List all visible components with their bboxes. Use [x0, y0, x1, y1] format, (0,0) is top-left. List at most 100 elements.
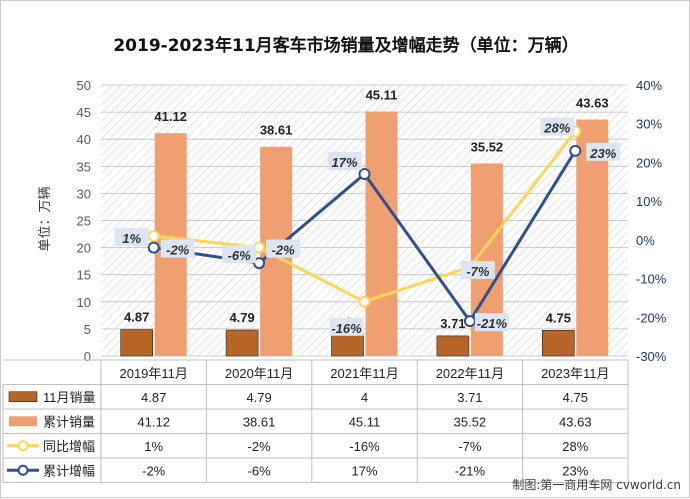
table-cell: -6%: [248, 463, 272, 478]
right-y-axis: -30% -20% -10% 0% 10% 20% 30% 40%: [636, 78, 667, 364]
data-label-monthly-sales: 4.79: [229, 310, 254, 325]
watermark: 制图:第一商用车网 cvworld.cn: [512, 478, 681, 492]
table-cell: 23%: [562, 463, 588, 478]
table-header-cell: 2023年11月: [541, 366, 609, 381]
table-cell: -21%: [455, 463, 486, 478]
data-label-cumulative-growth: -21%: [477, 316, 508, 331]
left-axis-tick-label: 5: [84, 322, 91, 337]
bar-monthly-sales: [436, 335, 470, 357]
bar-monthly-sales: [120, 329, 153, 357]
table-cell: 4: [361, 390, 368, 405]
data-label-box: [327, 152, 362, 171]
marker-cumulative-growth: [358, 168, 371, 181]
legend-key: [8, 391, 38, 403]
table-cell: -7%: [458, 439, 482, 454]
right-axis-tick-label: -30%: [636, 349, 667, 364]
table-cell: 4.87: [141, 390, 166, 405]
data-label-box: [160, 239, 195, 258]
table-header-cell: 2020年11月: [225, 366, 293, 381]
data-label-box: [540, 117, 575, 136]
left-axis-tick-label: 20: [77, 241, 91, 256]
data-label-box: [329, 317, 364, 336]
data-label-yoy-growth: -2%: [272, 243, 296, 258]
legend-label: 累计增幅: [43, 463, 95, 478]
legend-label: 同比增幅: [43, 439, 95, 454]
data-label-cumulative-sales: 35.52: [471, 139, 504, 154]
data-label-yoy-growth: -16%: [331, 321, 362, 336]
data-label-monthly-sales: 4.87: [124, 310, 149, 325]
marker-cumulative-growth: [569, 144, 582, 157]
data-label-cumulative-growth: -6%: [228, 248, 252, 263]
right-axis-tick-label: -10%: [636, 272, 667, 287]
marker-yoy-growth: [147, 229, 160, 242]
left-axis-tick-label: 35: [77, 159, 91, 174]
data-label-cumulative-sales: 38.61: [260, 123, 293, 138]
left-axis-tick-label: 0: [84, 349, 91, 364]
data-label-cumulative-sales: 41.12: [154, 109, 187, 124]
data-label-box: [474, 313, 509, 332]
data-label-box: [222, 245, 257, 264]
marker-yoy-growth: [358, 295, 371, 308]
legend-key-marker: [17, 440, 29, 452]
table-cell: 17%: [351, 463, 377, 478]
data-label-cumulative-growth: 17%: [331, 155, 357, 170]
left-axis-tick-label: 30: [77, 186, 91, 201]
right-axis-tick-label: -20%: [636, 310, 667, 325]
plot-area: [101, 84, 628, 357]
data-label-box: [266, 239, 301, 258]
y-axis-title: 单位：万辆: [38, 186, 53, 251]
legend-label: 累计销量: [43, 414, 95, 429]
left-axis-tick-label: 15: [77, 268, 91, 283]
table-cell: 28%: [562, 439, 588, 454]
data-label-box: [114, 227, 149, 246]
table-header-cell: 2019年11月: [119, 366, 187, 381]
data-label-box: [586, 142, 621, 161]
bar-monthly-sales: [331, 334, 364, 357]
data-label-cumulative-growth: -2%: [166, 243, 190, 258]
right-axis-tick-label: 40%: [636, 78, 662, 93]
legend-key: [9, 416, 37, 427]
table-header-cell: 2022年11月: [436, 366, 504, 381]
bar-monthly-sales: [225, 329, 259, 357]
table-cell: 45.11: [349, 414, 381, 429]
table-cell: 4.79: [246, 390, 271, 405]
right-axis-tick-label: 30%: [636, 117, 662, 132]
data-label-cumulative-sales: 45.11: [366, 88, 398, 103]
data-label-cumulative-growth: 23%: [589, 146, 616, 161]
table-cell: 38.61: [243, 414, 276, 429]
legend-label: 11月销量: [43, 390, 96, 405]
data-label-box: [460, 260, 495, 279]
left-axis-tick-label: 25: [77, 214, 91, 229]
right-axis-tick-label: 10%: [636, 194, 662, 209]
table-cell: 41.12: [137, 414, 170, 429]
bar-monthly-sales: [541, 329, 575, 357]
right-axis-tick-label: 0%: [636, 233, 655, 248]
marker-cumulative-growth: [147, 241, 160, 254]
data-label-cumulative-sales: 43.63: [576, 96, 609, 111]
chart-title: 2019-2023年11月客车市场销量及增幅走势（单位：万辆）: [113, 35, 578, 56]
table-cell: -2%: [142, 463, 166, 478]
data-label-yoy-growth: 28%: [543, 120, 570, 135]
table-cell: -2%: [248, 439, 272, 454]
left-axis-tick-label: 45: [77, 105, 91, 120]
left-y-axis: 0 5 10 15 20 25 30 35 40 45 50: [77, 78, 91, 364]
data-label-yoy-growth: -7%: [466, 264, 490, 279]
data-label-yoy-growth: 1%: [122, 231, 141, 246]
data-table: 2019年11月 2020年11月 2021年11月 2022年11月 2023年11月…: [2, 359, 629, 483]
table-cell: -16%: [349, 439, 380, 454]
table-header-cell: 2021年11月: [330, 366, 398, 381]
left-axis-tick-label: 10: [77, 295, 91, 310]
bar-cumulative-sales: [365, 111, 398, 356]
marker-cumulative-growth: [253, 257, 266, 270]
legend-key-marker: [17, 464, 29, 476]
marker-cumulative-growth: [463, 315, 476, 328]
table-cell: 1%: [144, 439, 163, 454]
data-labels-group: 4.8741.124.7938.61445.113.7135.524.7543.…: [114, 88, 621, 336]
table-cell: 35.52: [454, 414, 487, 429]
left-axis-tick-label: 50: [77, 78, 91, 93]
table-cell: 3.71: [457, 390, 482, 405]
table-cell: 4.75: [563, 390, 588, 405]
right-axis-tick-label: 20%: [636, 155, 662, 170]
